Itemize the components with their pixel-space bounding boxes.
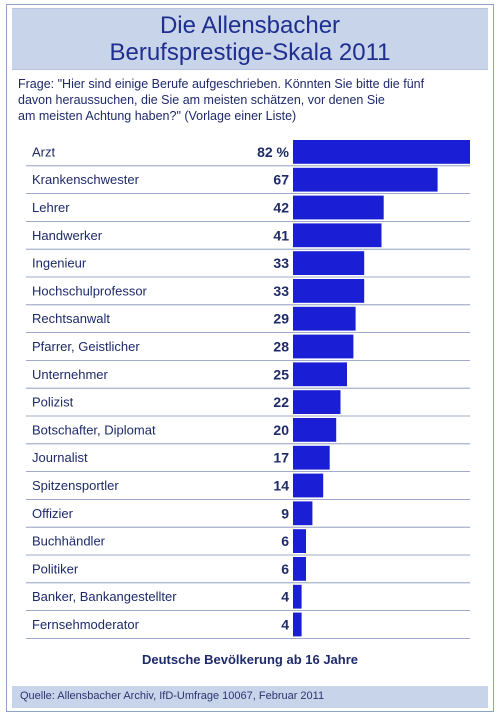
bar xyxy=(293,306,356,331)
category-label: Buchhändler xyxy=(32,534,106,549)
category-label: Krankenschwester xyxy=(32,172,140,187)
value-label: 25 xyxy=(273,366,289,382)
category-label: Pfarrer, Geistlicher xyxy=(32,339,140,354)
bar xyxy=(293,584,302,609)
category-label: Polizist xyxy=(32,395,74,410)
population-note: Deutsche Bevölkerung ab 16 Jahre xyxy=(141,652,359,667)
source-note: Quelle: Allensbacher Archiv, IfD-Umfrage… xyxy=(20,690,325,702)
value-label: 9 xyxy=(281,505,289,521)
value-label: 42 xyxy=(273,200,289,216)
category-label: Arzt xyxy=(32,144,56,159)
bar xyxy=(293,167,438,192)
chart-title-line2: Berufsprestige-Skala 2011 xyxy=(109,39,391,66)
bar xyxy=(293,251,365,275)
bar xyxy=(293,223,382,248)
value-label: 82 % xyxy=(257,144,289,160)
footer-band xyxy=(12,686,488,708)
bar xyxy=(293,334,354,359)
bar xyxy=(293,529,306,553)
category-label: Unternehmer xyxy=(32,367,109,382)
value-label: 4 xyxy=(281,617,289,633)
bar xyxy=(293,195,384,220)
category-label: Spitzensportler xyxy=(32,478,119,493)
title-header: Die Allensbacher Berufsprestige-Skala 20… xyxy=(12,8,488,70)
value-label: 20 xyxy=(273,422,289,438)
category-label: Lehrer xyxy=(32,200,70,215)
category-label: Fernsehmoderator xyxy=(32,617,140,632)
value-label: 14 xyxy=(273,478,289,494)
category-label: Rechtsanwalt xyxy=(32,311,110,326)
value-label: 67 xyxy=(273,172,289,188)
category-label: Handwerker xyxy=(32,228,103,243)
category-label: Offizier xyxy=(32,506,74,521)
bar xyxy=(293,612,302,637)
value-label: 29 xyxy=(273,311,289,327)
bar xyxy=(293,445,330,470)
category-label: Politiker xyxy=(32,561,79,576)
category-label: Ingenieur xyxy=(32,256,87,271)
category-label: Botschafter, Diplomat xyxy=(32,422,156,437)
value-label: 22 xyxy=(273,394,289,410)
value-label: 28 xyxy=(273,339,289,355)
bar xyxy=(293,140,470,164)
bar xyxy=(293,390,341,414)
bar xyxy=(293,362,347,387)
survey-question: Frage: "Hier sind einige Berufe aufgesch… xyxy=(18,77,425,123)
chart-title-line1: Die Allensbacher xyxy=(159,12,341,39)
bar xyxy=(293,501,313,526)
value-label: 17 xyxy=(273,450,289,466)
chart-frame xyxy=(6,4,494,712)
category-label: Journalist xyxy=(32,450,88,465)
value-label: 6 xyxy=(281,561,289,577)
bar xyxy=(293,473,324,498)
bar xyxy=(293,557,306,581)
value-label: 6 xyxy=(281,533,289,549)
bar xyxy=(293,279,365,303)
bar xyxy=(293,418,337,442)
category-label: Banker, Bankangestellter xyxy=(32,589,177,604)
value-label: 33 xyxy=(273,255,289,271)
value-label: 33 xyxy=(273,283,289,299)
value-label: 41 xyxy=(273,227,289,243)
value-label: 4 xyxy=(281,589,289,605)
category-label: Hochschulprofessor xyxy=(32,283,148,298)
